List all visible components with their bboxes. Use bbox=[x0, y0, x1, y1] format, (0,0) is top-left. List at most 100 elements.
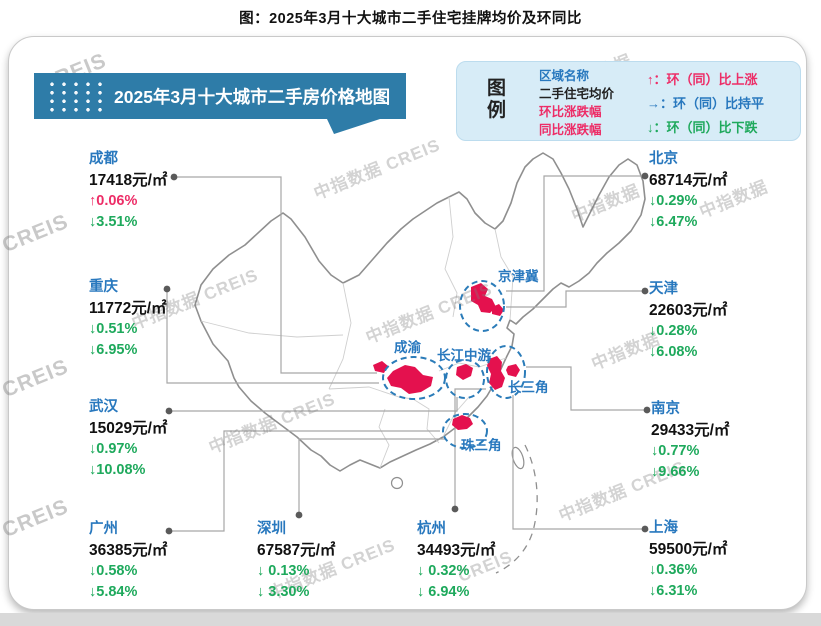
connector-tianjin bbox=[506, 290, 645, 308]
city-name: 深圳 bbox=[257, 521, 286, 537]
city-price: 34493元/㎡ bbox=[417, 542, 496, 559]
city-yoy-change: ↓3.51% bbox=[89, 214, 138, 230]
city-price: 29433元/㎡ bbox=[651, 422, 730, 439]
city-mom-change: ↓ 0.13% bbox=[257, 563, 310, 579]
city-price: 11772元/㎡ bbox=[89, 300, 167, 317]
connector-nanjing bbox=[526, 366, 647, 411]
city-mom-change: ↑0.06% bbox=[89, 193, 138, 209]
city-yoy-change: ↓6.47% bbox=[649, 214, 698, 230]
region-circle-zhusanjiao bbox=[442, 413, 488, 449]
legend-direction-flat: →：环（同）比持平 bbox=[647, 96, 765, 111]
city-name: 武汉 bbox=[89, 399, 118, 415]
city-price: 17418元/㎡ bbox=[89, 172, 168, 189]
city-price: 22603元/㎡ bbox=[649, 302, 728, 319]
city-mom-change: ↓0.77% bbox=[651, 443, 700, 459]
region-circle-jingjinji bbox=[459, 280, 505, 332]
connector-hangzhou bbox=[454, 388, 486, 509]
city-label-shenzhen: 深圳 67587元/㎡ ↓ 0.13% ↓ 3.30% bbox=[257, 519, 335, 603]
city-yoy-change: ↓9.66% bbox=[651, 464, 700, 480]
city-name: 南京 bbox=[651, 401, 680, 417]
city-label-guangzhou: 广州 36385元/㎡ ↓0.58% ↓5.84% bbox=[89, 519, 167, 603]
region-circles bbox=[382, 280, 526, 449]
city-mom-change: ↓ 0.32% bbox=[417, 563, 470, 579]
city-price: 67587元/㎡ bbox=[257, 542, 336, 559]
region-label-chengyu: 成渝 bbox=[394, 340, 421, 355]
taiwan-island bbox=[511, 446, 525, 470]
price-map-card: 2025年3月十大城市二手房价格地图 图例 区域名称 二手住宅均价 环比涨跌幅 … bbox=[0, 36, 807, 610]
city-yoy-change: ↓ 3.30% bbox=[257, 584, 310, 600]
region-highlight-zhusanjiao bbox=[452, 415, 473, 430]
connector-lines bbox=[166, 175, 647, 532]
connector-chengdu bbox=[174, 176, 377, 374]
city-name: 成都 bbox=[89, 151, 118, 167]
city-mom-change: ↓0.28% bbox=[649, 323, 698, 339]
city-name: 上海 bbox=[649, 520, 678, 536]
region-highlight-changsanjiao-2 bbox=[506, 364, 520, 377]
region-label-changsanjiao: 长三角 bbox=[508, 380, 549, 395]
connector-beijing bbox=[506, 175, 645, 292]
banner-title: 2025年3月十大城市二手房价格地图 bbox=[114, 86, 391, 107]
city-yoy-change: ↓6.31% bbox=[649, 583, 698, 599]
city-price: 15029元/㎡ bbox=[89, 420, 168, 437]
legend: 图例 区域名称 二手住宅均价 环比涨跌幅 同比涨跌幅 ↑：环（同）比上涨 →：环… bbox=[456, 61, 801, 141]
bottom-band bbox=[0, 613, 821, 626]
city-mom-change: ↓0.58% bbox=[89, 563, 138, 579]
region-highlight-changjiang bbox=[456, 364, 473, 380]
city-label-wuhan: 武汉 15029元/㎡ ↓0.97% ↓10.08% bbox=[89, 397, 167, 481]
region-highlights bbox=[373, 283, 520, 430]
city-label-hangzhou: 杭州 34493元/㎡ ↓ 0.32% ↓ 6.94% bbox=[417, 519, 495, 603]
city-name: 北京 bbox=[649, 151, 678, 167]
city-price: 36385元/㎡ bbox=[89, 542, 168, 559]
legend-direction-up: ↑：环（同）比上涨 bbox=[647, 72, 758, 87]
connector-wuhan bbox=[169, 397, 458, 412]
city-label-shanghai: 上海 59500元/㎡ ↓0.36% ↓6.31% bbox=[649, 518, 727, 602]
connector-shenzhen bbox=[298, 438, 445, 515]
city-mom-change: ↓0.36% bbox=[649, 562, 698, 578]
city-yoy-change: ↓6.08% bbox=[649, 344, 698, 360]
city-name: 杭州 bbox=[417, 521, 446, 537]
city-label-nanjing: 南京 29433元/㎡ ↓0.77% ↓9.66% bbox=[651, 399, 729, 483]
city-yoy-change: ↓ 6.94% bbox=[417, 584, 470, 600]
city-yoy-change: ↓5.84% bbox=[89, 584, 138, 600]
connector-dots bbox=[163, 172, 651, 535]
legend-field-region-name: 区域名称 bbox=[539, 69, 590, 83]
region-circle-changsanjiao bbox=[486, 345, 526, 399]
city-mom-change: ↓0.51% bbox=[89, 321, 138, 337]
city-name: 广州 bbox=[89, 521, 118, 537]
region-label-changjiang: 长江中游 bbox=[437, 348, 491, 363]
city-name: 重庆 bbox=[89, 279, 118, 295]
connector-chongqing bbox=[166, 289, 379, 384]
legend-heading: 图例 bbox=[487, 78, 507, 121]
city-label-chengdu: 成都 17418元/㎡ ↑0.06% ↓3.51% bbox=[89, 149, 167, 233]
legend-field-yoy-change: 同比涨跌幅 bbox=[539, 123, 602, 137]
connector-guangzhou bbox=[169, 430, 440, 532]
banner: 2025年3月十大城市二手房价格地图 bbox=[34, 73, 406, 134]
city-name: 天津 bbox=[649, 281, 678, 297]
region-circle-chengyu bbox=[382, 356, 446, 400]
region-label-jingjinji: 京津冀 bbox=[498, 269, 539, 284]
page-title: 图：2025年3月十大城市二手住宅挂牌均价及环同比 bbox=[239, 11, 582, 27]
hainan-island bbox=[390, 476, 404, 490]
china-outline bbox=[194, 152, 646, 472]
legend-fields: 区域名称 二手住宅均价 环比涨跌幅 同比涨跌幅 bbox=[539, 67, 631, 140]
city-yoy-change: ↓10.08% bbox=[89, 462, 146, 478]
city-price: 59500元/㎡ bbox=[649, 541, 728, 558]
city-yoy-change: ↓6.95% bbox=[89, 342, 138, 358]
region-label-zhusanjiao: 珠三角 bbox=[461, 438, 502, 453]
legend-direction-down: ↓：环（同）比下跌 bbox=[647, 120, 758, 135]
region-highlight-jingjinji-2 bbox=[492, 304, 504, 316]
city-mom-change: ↓0.97% bbox=[89, 441, 138, 457]
region-highlight-changsanjiao bbox=[487, 356, 505, 390]
city-label-chongqing: 重庆 11772元/㎡ ↓0.51% ↓6.95% bbox=[89, 277, 167, 361]
region-highlight-chengyu bbox=[387, 365, 433, 394]
province-borders bbox=[200, 196, 514, 469]
legend-field-avg-price: 二手住宅均价 bbox=[539, 87, 615, 101]
connector-shanghai bbox=[512, 395, 645, 530]
city-price: 68714元/㎡ bbox=[649, 172, 728, 189]
china-map bbox=[163, 152, 651, 574]
region-highlight-jingjinji bbox=[471, 283, 496, 313]
city-label-beijing: 北京 68714元/㎡ ↓0.29% ↓6.47% bbox=[649, 149, 727, 233]
legend-field-mom-change: 环比涨跌幅 bbox=[539, 105, 602, 119]
banner-dots-pattern bbox=[46, 80, 102, 112]
city-mom-change: ↓0.29% bbox=[649, 193, 698, 209]
